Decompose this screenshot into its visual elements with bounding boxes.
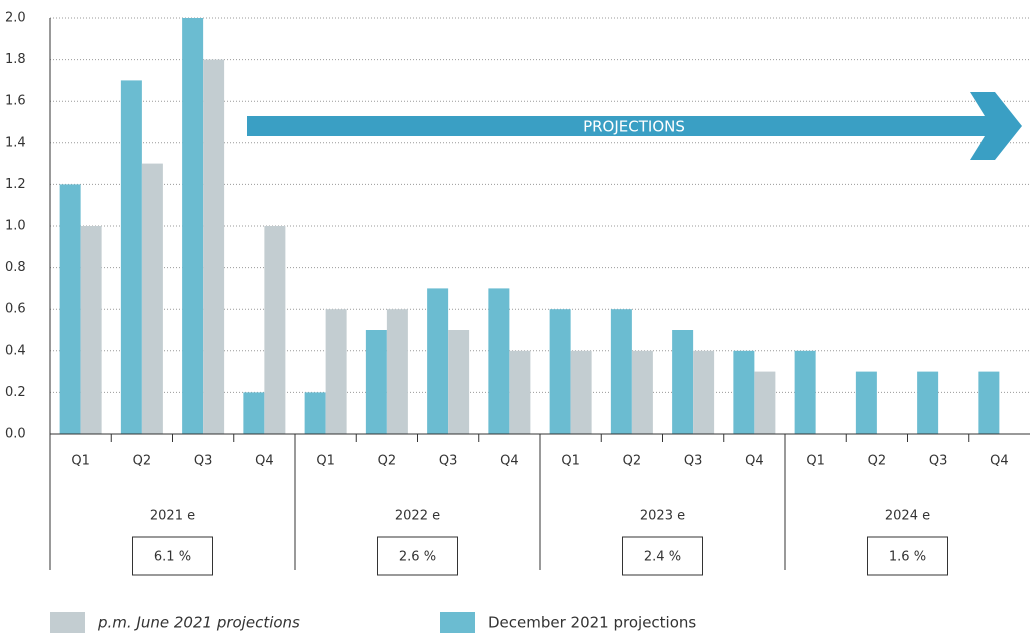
- bar: [693, 350, 715, 434]
- bar: [80, 226, 102, 434]
- legend-label: p.m. June 2021 projections: [97, 614, 300, 632]
- x-tick-label: Q2: [133, 454, 152, 469]
- x-tick-label: Q2: [623, 454, 642, 469]
- annual-label: 1.6 %: [889, 550, 926, 565]
- y-tick-label: 0.0: [5, 427, 26, 442]
- bar: [733, 350, 755, 434]
- bar: [610, 309, 632, 434]
- group-label: 2022 e: [395, 509, 440, 524]
- bar: [978, 371, 1000, 434]
- bar: [794, 350, 816, 434]
- group-label: 2023 e: [640, 509, 685, 524]
- x-tick-label: Q3: [194, 454, 213, 469]
- y-tick-label: 2.0: [5, 11, 26, 26]
- x-tick-label: Q3: [439, 454, 458, 469]
- bar: [570, 350, 592, 434]
- y-tick-label: 1.2: [5, 177, 26, 192]
- annual-label: 2.6 %: [399, 550, 436, 565]
- annual-box: [132, 536, 213, 576]
- annotation: PROJECTIONS: [583, 118, 685, 136]
- legend-swatch: [50, 612, 85, 633]
- x-tick-label: Q4: [990, 454, 1009, 469]
- bar: [59, 184, 81, 434]
- bar: [264, 226, 286, 434]
- y-tick-label: 0.6: [5, 302, 26, 317]
- bar: [203, 59, 225, 434]
- group-label: 2024 e: [885, 509, 930, 524]
- bar: [672, 330, 694, 434]
- bar: [855, 371, 877, 434]
- bar: [917, 371, 939, 434]
- bar: [325, 309, 347, 434]
- bar: [365, 330, 387, 434]
- bar: [141, 163, 163, 434]
- x-tick-label: Q3: [684, 454, 703, 469]
- legend-swatch: [440, 612, 475, 633]
- x-tick-label: Q4: [255, 454, 274, 469]
- bar: [182, 18, 204, 434]
- bar: [509, 350, 531, 434]
- bar: [243, 392, 265, 434]
- annual-label: 2.4 %: [644, 550, 681, 565]
- x-tick-label: Q4: [500, 454, 519, 469]
- y-tick-label: 1.8: [5, 52, 26, 67]
- x-tick-label: Q2: [378, 454, 397, 469]
- x-tick-label: Q2: [868, 454, 887, 469]
- annual-box: [867, 536, 948, 576]
- x-tick-label: Q1: [71, 454, 90, 469]
- bar: [549, 309, 571, 434]
- x-tick-label: Q1: [316, 454, 335, 469]
- annual-box: [377, 536, 458, 576]
- y-tick-label: 0.2: [5, 385, 26, 400]
- bar: [386, 309, 408, 434]
- legend-label: December 2021 projections: [488, 614, 696, 632]
- x-tick-label: Q3: [929, 454, 948, 469]
- x-tick-label: Q1: [561, 454, 580, 469]
- y-tick-label: 1.6: [5, 94, 26, 109]
- group-label: 2021 e: [150, 509, 195, 524]
- bar: [448, 330, 470, 434]
- y-tick-label: 0.4: [5, 343, 26, 358]
- y-tick-label: 0.8: [5, 260, 26, 275]
- bar: [631, 350, 653, 434]
- annual-box: [622, 536, 703, 576]
- projections-arrow: [247, 92, 1022, 160]
- bar: [754, 371, 776, 434]
- x-tick-label: Q1: [806, 454, 825, 469]
- bar: [120, 80, 142, 435]
- bar: [304, 392, 326, 434]
- annual-label: 6.1 %: [154, 550, 191, 565]
- y-tick-label: 1.4: [5, 135, 26, 150]
- bar: [427, 288, 449, 434]
- bar: [488, 288, 510, 434]
- x-tick-label: Q4: [745, 454, 764, 469]
- y-tick-label: 1.0: [5, 219, 26, 234]
